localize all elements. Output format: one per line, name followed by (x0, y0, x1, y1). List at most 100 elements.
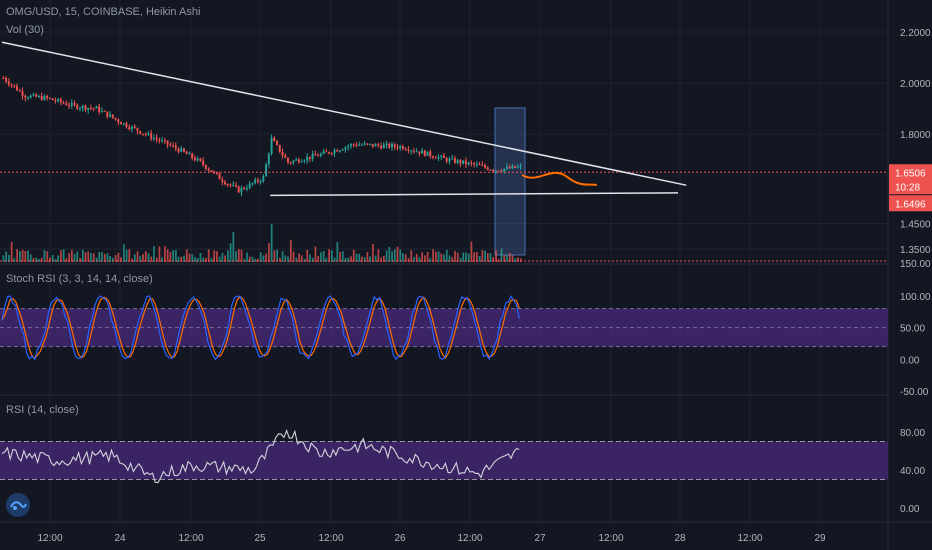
candle-body (399, 146, 402, 149)
candle-body (256, 179, 259, 182)
volume-bar (517, 257, 519, 262)
candle-body (35, 94, 38, 97)
candle-body (111, 114, 114, 118)
volume-bar (317, 256, 320, 262)
candle-body (514, 165, 517, 168)
candle-body (497, 170, 500, 172)
candle-body (308, 156, 311, 159)
candle-body (423, 150, 426, 156)
candle-body (202, 160, 205, 165)
volume-bar (150, 256, 153, 262)
volume-bar (358, 253, 361, 262)
volume-bar (109, 256, 112, 262)
candle-body (508, 166, 511, 169)
volume-bar (514, 258, 517, 262)
candle-body (177, 148, 180, 152)
volume-bar (68, 253, 70, 262)
candle-body (139, 131, 142, 134)
tradingview-logo-icon[interactable] (6, 493, 30, 517)
candle-body (161, 140, 164, 142)
volume-bar (251, 256, 254, 262)
candle-body (349, 144, 352, 147)
volume-bar (248, 256, 251, 262)
candle-body (434, 157, 437, 159)
candle-body (360, 144, 363, 146)
volume-bar (95, 257, 98, 262)
candle-body (185, 151, 188, 155)
volume-bar (421, 252, 424, 262)
volume-bar (103, 253, 106, 262)
volume-bar (434, 251, 437, 262)
volume-bar (328, 249, 330, 262)
candle-body (426, 151, 429, 156)
volume-bar (235, 251, 237, 262)
candle-body (40, 96, 43, 100)
volume-bar (268, 243, 270, 262)
candle-body (473, 163, 476, 165)
volume-bar (120, 257, 122, 262)
candle-body (128, 127, 131, 129)
candle-body (276, 141, 278, 145)
volume-bar (380, 257, 382, 262)
time-axis-label: 29 (814, 533, 826, 544)
volume-bar (246, 252, 248, 262)
volume-bar (445, 249, 448, 262)
candle-body (150, 133, 153, 139)
candle-body (46, 96, 49, 98)
volume-bar (440, 253, 443, 262)
volume-bar (153, 246, 155, 262)
candle-body (352, 144, 355, 146)
candle-body (339, 150, 341, 152)
volume-bar (62, 249, 65, 262)
stoch-rsi-title[interactable]: Stoch RSI (3, 3, 14, 14, close) (6, 273, 153, 285)
candle-body (440, 155, 443, 157)
volume-bar (32, 258, 35, 262)
volume-bar (46, 251, 49, 262)
volume-bar (404, 254, 407, 262)
candle-body (204, 164, 207, 169)
volume-bar (336, 242, 339, 262)
volume-bar (188, 253, 191, 262)
candle-body (163, 140, 166, 142)
volume-bar (24, 251, 27, 262)
candle-body (232, 184, 235, 186)
volume-bar (298, 253, 300, 262)
volume-bar (278, 257, 281, 262)
volume-bar (161, 257, 164, 262)
candle-body (62, 102, 65, 104)
volume-bar (418, 257, 421, 262)
volume-bar (229, 243, 232, 262)
volume-bar (216, 251, 218, 262)
volume-bar (185, 249, 188, 262)
candle-body (18, 90, 21, 92)
candle-body (144, 133, 147, 135)
volume-title[interactable]: Vol (30) (6, 24, 44, 36)
stoch-k-line (1, 295, 520, 361)
time-axis-label: 26 (394, 533, 406, 544)
price-tick-label: 1.8000 (900, 130, 931, 141)
candle-body (235, 184, 237, 187)
volume-bar (341, 251, 344, 262)
symbol-title[interactable]: OMG/USD, 15, COINBASE, Heikin Ashi (6, 6, 201, 18)
volume-bar (125, 249, 128, 262)
candle-body (218, 173, 221, 180)
volume-bar (65, 258, 68, 262)
volume-bar (183, 255, 185, 262)
candle-body (166, 140, 169, 145)
volume-bar (407, 257, 410, 262)
rsi-title[interactable]: RSI (14, close) (6, 404, 79, 416)
volume-bar (500, 248, 503, 262)
candle-body (467, 162, 470, 165)
volume-bar (51, 255, 54, 262)
volume-bar (122, 244, 125, 262)
candle-body (174, 145, 177, 149)
candle-body (410, 150, 413, 152)
candle-body (262, 176, 265, 181)
volume-bar (213, 250, 216, 262)
volume-bar (207, 249, 210, 262)
volume-bar (131, 258, 133, 262)
candle-body (5, 78, 8, 82)
resistance-trendline (1, 41, 687, 186)
candle-body (284, 155, 287, 158)
